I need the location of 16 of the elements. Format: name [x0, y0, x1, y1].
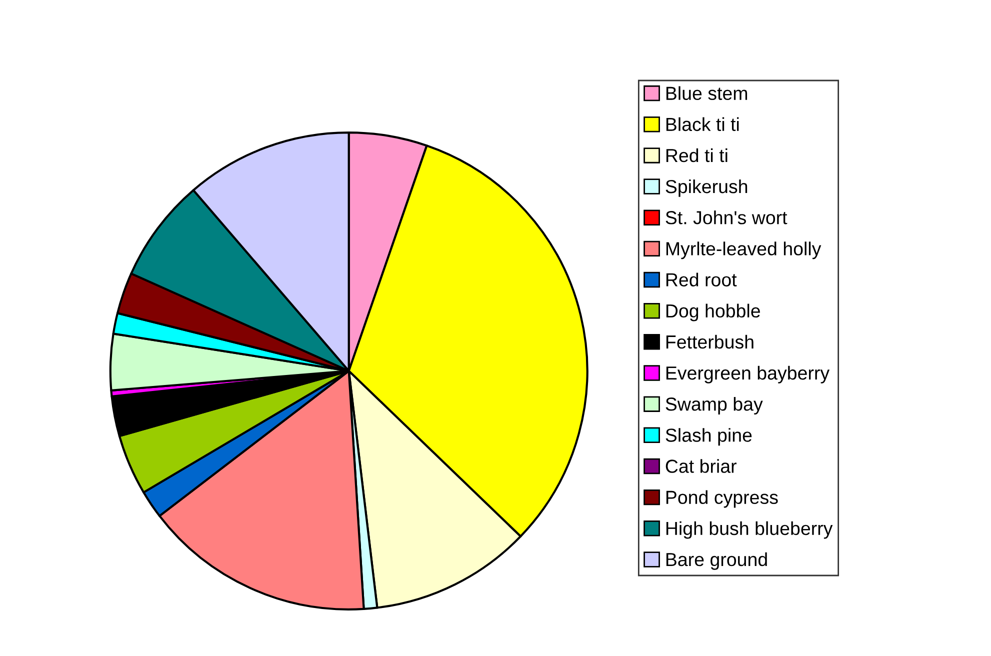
legend-label: Fetterbush [666, 334, 754, 349]
legend-label: Spikerush [666, 179, 748, 197]
legend-label: Slash pine [666, 428, 752, 446]
legend-label: High bush blueberry [666, 521, 833, 539]
legend-label: Myrlte-leaved holly [666, 242, 822, 260]
legend-label: Cat briar [666, 459, 736, 473]
legend-label: Red root [666, 272, 737, 286]
legend-label: Bare ground [666, 552, 767, 570]
legend-label: Evergreen bayberry [666, 366, 830, 384]
legend-label: Blue stem [666, 86, 748, 100]
legend-label: St. John's wort [666, 210, 788, 224]
legend-label: Swamp bay [666, 397, 763, 414]
legend-label: Dog hobble [666, 304, 760, 322]
legend-label: Black ti ti [666, 117, 739, 132]
legend-label: Pond cypress [666, 490, 778, 508]
legend-label: Red ti ti [666, 148, 728, 162]
